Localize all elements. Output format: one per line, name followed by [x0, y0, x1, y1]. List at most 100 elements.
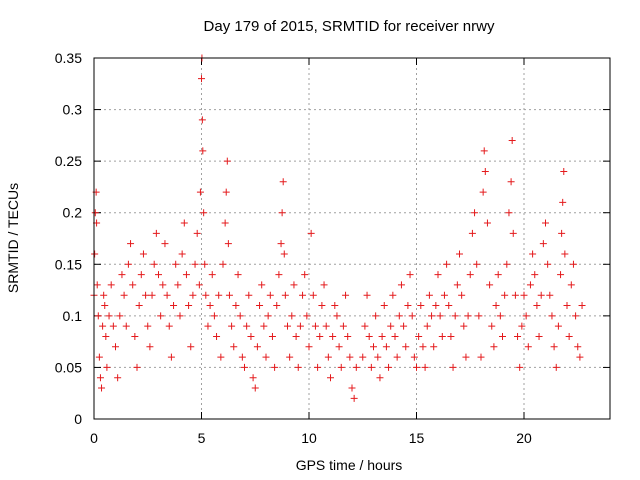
data-point	[253, 343, 261, 351]
data-point	[578, 302, 586, 310]
data-point	[245, 291, 253, 299]
data-point	[148, 291, 156, 299]
data-point	[281, 291, 289, 299]
data-point	[185, 302, 193, 310]
data-point	[258, 281, 266, 289]
data-point	[199, 147, 207, 155]
x-tick-label: 10	[301, 430, 317, 446]
data-point	[142, 291, 150, 299]
data-point	[222, 188, 230, 196]
data-point	[129, 281, 137, 289]
data-point	[193, 229, 201, 237]
data-point	[501, 291, 509, 299]
data-point	[391, 332, 399, 340]
data-point	[230, 343, 238, 351]
data-point	[301, 271, 309, 279]
data-point	[161, 240, 169, 248]
data-point	[477, 353, 485, 361]
data-point	[286, 353, 294, 361]
data-point	[196, 188, 204, 196]
data-point	[428, 312, 436, 320]
y-tick-label: 0.3	[63, 102, 83, 118]
grid-lines	[94, 57, 610, 419]
data-point	[116, 312, 124, 320]
data-point	[198, 75, 205, 83]
data-point	[380, 302, 388, 310]
data-point	[402, 343, 410, 351]
data-point	[208, 271, 216, 279]
data-point	[271, 363, 279, 371]
data-point	[93, 281, 101, 289]
data-point	[508, 137, 516, 145]
data-point	[524, 343, 532, 351]
data-point	[152, 229, 160, 237]
data-point	[228, 322, 236, 330]
data-point	[565, 332, 573, 340]
data-point	[329, 332, 337, 340]
data-point	[133, 363, 141, 371]
data-point	[109, 322, 117, 330]
data-point	[352, 363, 360, 371]
y-tick-label: 0	[74, 411, 82, 427]
data-point	[563, 302, 571, 310]
data-point	[464, 312, 472, 320]
data-point	[299, 291, 307, 299]
data-point	[526, 281, 534, 289]
data-point	[337, 363, 345, 371]
data-point	[234, 271, 242, 279]
data-point	[120, 291, 128, 299]
data-point	[260, 322, 268, 330]
data-point	[372, 312, 380, 320]
data-point	[280, 250, 288, 258]
x-tick-label: 5	[198, 430, 206, 446]
data-point	[404, 302, 412, 310]
data-point	[572, 312, 580, 320]
data-point	[410, 353, 418, 361]
data-point	[266, 291, 274, 299]
data-point	[264, 312, 272, 320]
data-point	[316, 332, 324, 340]
data-point	[303, 312, 311, 320]
data-point	[213, 332, 221, 340]
data-point	[223, 157, 231, 165]
data-point	[535, 332, 543, 340]
data-point	[127, 240, 135, 248]
data-point	[492, 302, 500, 310]
data-point	[344, 332, 352, 340]
data-point	[206, 302, 214, 310]
data-point	[219, 260, 227, 268]
data-point	[275, 271, 283, 279]
data-point	[569, 260, 577, 268]
data-point	[311, 322, 319, 330]
data-point	[284, 322, 291, 330]
data-point	[348, 384, 356, 392]
data-point	[103, 363, 111, 371]
data-point	[180, 219, 188, 227]
data-point	[529, 250, 537, 258]
data-point	[509, 229, 517, 237]
data-point	[397, 281, 405, 289]
data-point	[496, 312, 504, 320]
data-point	[511, 291, 519, 299]
data-point	[466, 271, 474, 279]
data-point	[118, 271, 126, 279]
y-tick-label: 0.35	[55, 50, 82, 66]
data-point	[417, 302, 425, 310]
data-point	[443, 260, 451, 268]
data-point	[462, 353, 470, 361]
data-point	[550, 343, 558, 351]
data-point	[531, 271, 539, 279]
data-point	[554, 322, 562, 330]
data-point	[200, 209, 208, 217]
plot-frame	[93, 57, 611, 420]
data-point	[389, 291, 397, 299]
data-point	[215, 291, 223, 299]
data-point	[486, 281, 494, 289]
data-point	[221, 219, 229, 227]
data-point	[514, 332, 522, 340]
data-point	[346, 353, 354, 361]
data-point	[503, 260, 511, 268]
data-point	[539, 240, 547, 248]
data-point	[146, 343, 154, 351]
